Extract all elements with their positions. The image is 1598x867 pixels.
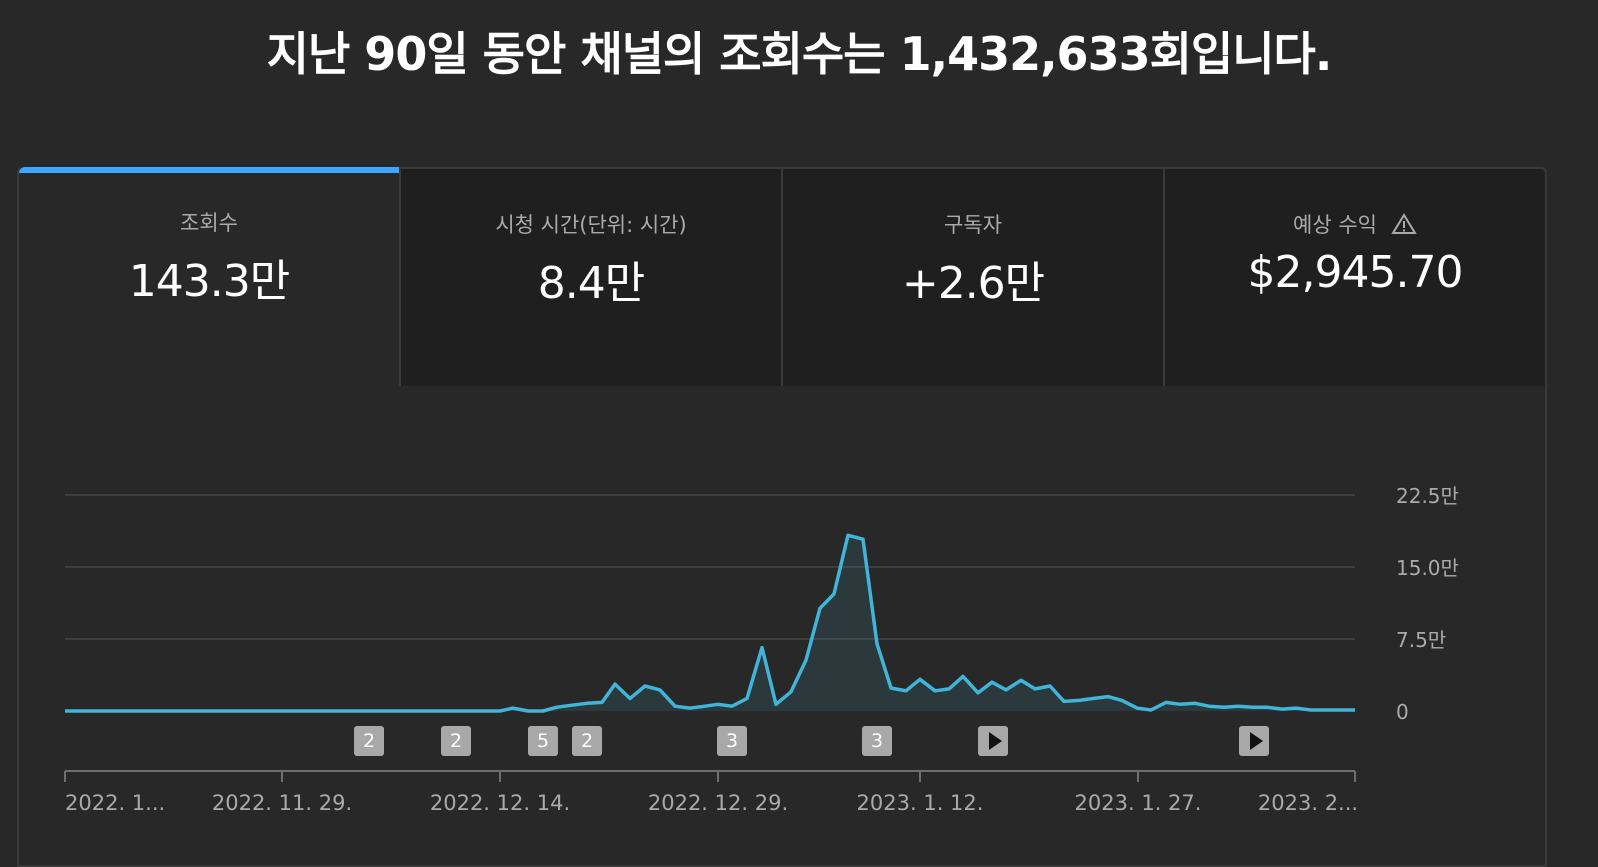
tab-value: 8.4만 (537, 258, 645, 309)
warning-icon[interactable] (1391, 213, 1417, 240)
x-tick-label: 2023. 1. 27. (1075, 791, 1202, 815)
tab-subscribers[interactable]: 구독자 +2.6만 (781, 167, 1163, 386)
x-tick-label: 2022. 11. 29. (212, 791, 352, 815)
chart-area-fill (65, 535, 1355, 711)
active-tab-indicator (19, 167, 399, 173)
tab-label: 예상 수익 (1293, 213, 1377, 237)
x-tick-label: 2023. 2... (1258, 791, 1358, 815)
y-tick-label: 7.5만 (1396, 628, 1446, 652)
tab-value: $2,945.70 (1247, 247, 1464, 298)
x-tick-label: 2022. 1... (65, 791, 165, 815)
tab-value: 143.3만 (128, 256, 290, 307)
video-count-marker[interactable]: 2 (572, 726, 602, 756)
chart-line (65, 533, 1355, 713)
tab-views[interactable]: 조회수 143.3만 (17, 167, 399, 386)
play-icon (988, 732, 1002, 750)
tab-value: +2.6만 (901, 258, 1045, 309)
chart-gridlines (65, 494, 1355, 640)
video-marker-play-icon[interactable] (978, 726, 1008, 756)
tab-label: 구독자 (944, 213, 1002, 237)
tab-watch-time[interactable]: 시청 시간(단위: 시간) 8.4만 (399, 167, 781, 386)
tab-label: 시청 시간(단위: 시간) (495, 213, 687, 237)
y-tick-label: 15.0만 (1396, 556, 1459, 580)
x-tick-label: 2022. 12. 29. (648, 791, 788, 815)
tab-label-wrap: 예상 수익 (1165, 209, 1545, 240)
video-count-marker[interactable]: 2 (354, 726, 384, 756)
x-tick-label: 2022. 12. 14. (430, 791, 570, 815)
video-marker-play-icon[interactable] (1239, 726, 1269, 756)
metric-tabs: 조회수 143.3만 시청 시간(단위: 시간) 8.4만 구독자 +2.6만 … (17, 167, 1547, 386)
y-axis-labels: 0 7.5만 15.0만 22.5만 (1396, 484, 1459, 724)
x-axis-ticks: 2022. 1... 2022. 11. 29. 2022. 12. 14. 2022… (64, 771, 1358, 815)
y-tick-label: 22.5만 (1396, 484, 1459, 508)
video-count-marker[interactable]: 2 (441, 726, 471, 756)
x-tick-label: 2023. 1. 12. (857, 791, 984, 815)
y-tick-label: 0 (1396, 700, 1409, 724)
tab-label: 조회수 (180, 211, 238, 235)
video-count-marker[interactable]: 3 (862, 726, 892, 756)
video-count-marker[interactable]: 3 (717, 726, 747, 756)
video-count-marker[interactable]: 5 (528, 726, 558, 756)
tab-estimated-revenue[interactable]: 예상 수익 $2,945.70 (1163, 167, 1547, 386)
page-headline: 지난 90일 동안 채널의 조회수는 1,432,633회입니다. (266, 27, 1333, 81)
play-icon (1249, 732, 1263, 750)
